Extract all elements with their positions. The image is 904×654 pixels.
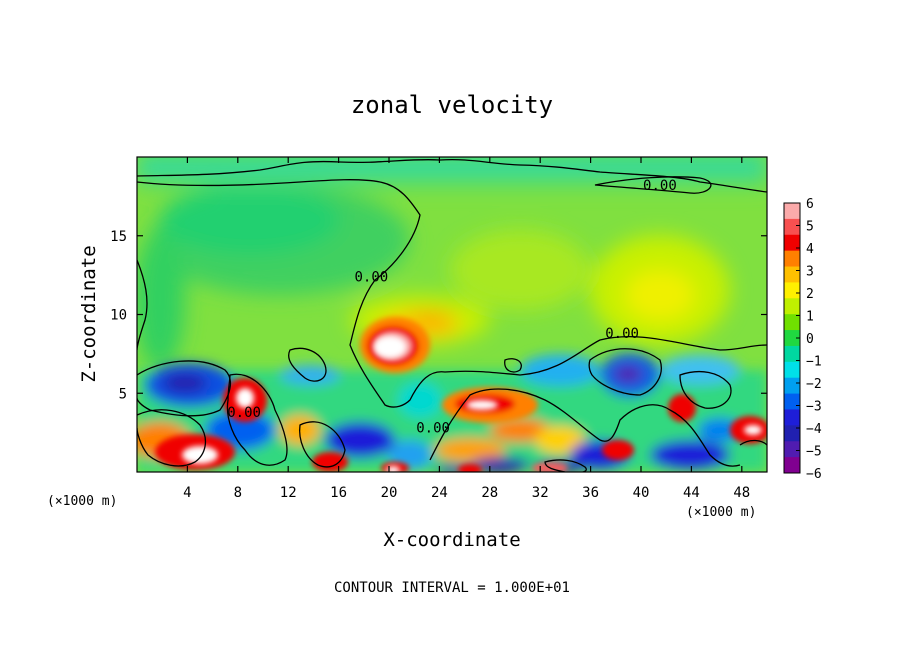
zero-contours bbox=[137, 158, 767, 472]
colorbar-swatch bbox=[784, 345, 800, 363]
x-tick-label: 44 bbox=[683, 485, 700, 501]
x-tick-label: 28 bbox=[481, 485, 498, 501]
colorbar-tick-label: −5 bbox=[806, 445, 822, 460]
contour-label: 0.00 bbox=[605, 326, 639, 342]
contour-label: 0.00 bbox=[355, 269, 389, 285]
x-axis: 4 8 12 16 20 24 28 32 36 40 44 48 bbox=[183, 157, 750, 501]
colorbar-swatch bbox=[784, 457, 800, 474]
colorbar-swatch bbox=[784, 203, 800, 220]
colorbar-swatch bbox=[784, 377, 800, 395]
colorbar-swatch bbox=[784, 266, 800, 283]
x-tick-label: 12 bbox=[280, 485, 297, 501]
colorbar-swatch bbox=[784, 218, 800, 236]
colorbar-swatch bbox=[784, 409, 800, 426]
colorbar-swatch bbox=[784, 282, 800, 299]
contour-label: 0.00 bbox=[643, 178, 677, 194]
colorbar-tick-label: −2 bbox=[806, 377, 822, 392]
colorbar-swatch bbox=[784, 425, 800, 442]
x-tick-label: 40 bbox=[633, 485, 650, 501]
x-tick-label: 4 bbox=[183, 485, 191, 501]
contour-label: 0.00 bbox=[416, 421, 450, 437]
y-axis-label: Z-coordinate bbox=[78, 245, 100, 382]
colorbar: 6 5 4 3 2 1 0 −1 −2 −3 −4 −5 −6 bbox=[783, 197, 822, 482]
colorbar-swatch bbox=[784, 250, 800, 268]
x-tick-label: 24 bbox=[431, 485, 448, 501]
colorbar-swatch bbox=[784, 234, 800, 252]
x-tick-label: 32 bbox=[532, 485, 549, 501]
x-axis-label: X-coordinate bbox=[383, 529, 520, 551]
colorbar-swatch bbox=[784, 314, 800, 331]
y-tick-label: 15 bbox=[110, 229, 127, 245]
colorbar-tick-label: 6 bbox=[806, 197, 814, 212]
colorbar-tick-label: 5 bbox=[806, 220, 814, 235]
colorbar-tick-label: 3 bbox=[806, 265, 814, 280]
chart-title: zonal velocity bbox=[351, 91, 553, 119]
x-tick-label: 20 bbox=[381, 485, 398, 501]
colorbar-tick-label: −6 bbox=[806, 467, 822, 482]
contour-interval-note: CONTOUR INTERVAL = 1.000E+01 bbox=[334, 580, 570, 596]
colorbar-tick-label: 2 bbox=[806, 287, 814, 302]
colorbar-tick-label: 4 bbox=[806, 242, 814, 257]
y-axis: 5 10 15 bbox=[110, 229, 767, 402]
colorbar-swatch bbox=[784, 298, 800, 315]
y-tick-label: 5 bbox=[119, 386, 127, 402]
colorbar-tick-label: −3 bbox=[806, 400, 822, 415]
x-tick-label: 48 bbox=[733, 485, 750, 501]
colorbar-tick-label: 1 bbox=[806, 310, 814, 325]
x-unit-note-right: (×1000 m) bbox=[686, 505, 756, 520]
colorbar-swatch bbox=[784, 330, 800, 347]
heatmap-field bbox=[137, 157, 767, 472]
contour-labels: 0.00 0.00 0.00 0.00 0.00 bbox=[227, 178, 677, 437]
y-tick-label: 10 bbox=[110, 308, 127, 324]
colorbar-tick-label: −1 bbox=[806, 355, 822, 370]
colorbar-swatch bbox=[784, 441, 800, 458]
colorbar-swatch bbox=[784, 361, 800, 379]
contour-label: 0.00 bbox=[227, 405, 261, 421]
colorbar-swatch bbox=[784, 393, 800, 410]
x-tick-label: 8 bbox=[234, 485, 242, 501]
colorbar-tick-label: 0 bbox=[806, 332, 814, 347]
x-tick-label: 36 bbox=[582, 485, 599, 501]
x-tick-label: 16 bbox=[330, 485, 347, 501]
colorbar-tick-label: −4 bbox=[806, 422, 822, 437]
x-unit-note-left: (×1000 m) bbox=[47, 494, 117, 509]
